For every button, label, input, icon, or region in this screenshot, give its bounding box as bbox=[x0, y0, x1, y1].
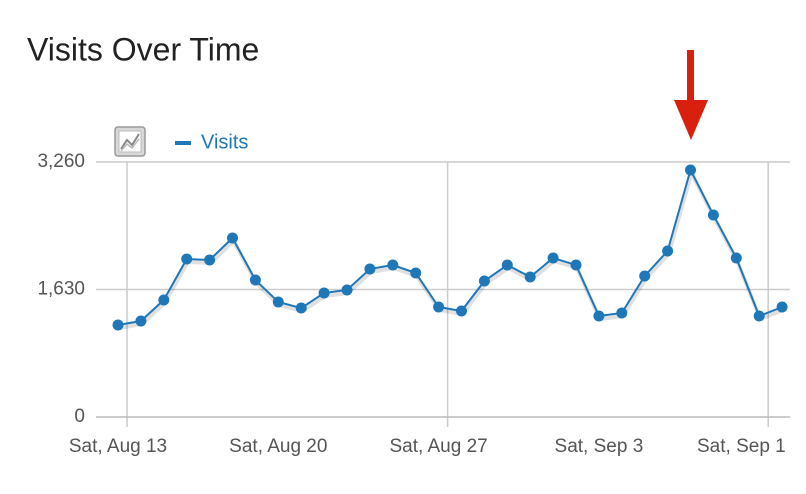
chart-type-icon[interactable] bbox=[114, 126, 146, 157]
chart-title: Visits Over Time bbox=[27, 31, 259, 67]
data-point bbox=[524, 271, 536, 283]
data-point bbox=[204, 254, 216, 266]
data-point bbox=[616, 307, 628, 319]
data-point bbox=[570, 259, 582, 271]
y-tick-label: 0 bbox=[74, 406, 85, 427]
data-point bbox=[387, 259, 399, 271]
y-tick-label: 3,260 bbox=[37, 151, 85, 172]
data-point bbox=[685, 164, 696, 176]
data-point bbox=[364, 263, 376, 275]
x-tick-label: Sat, Aug 20 bbox=[229, 436, 327, 457]
data-point bbox=[730, 252, 742, 264]
x-tick-label: Sat, Aug 27 bbox=[389, 436, 487, 457]
y-tick-label: 1,630 bbox=[37, 279, 85, 300]
x-tick-label: Sat, Sep 3 bbox=[555, 436, 644, 457]
data-point bbox=[158, 294, 170, 306]
data-point bbox=[478, 275, 490, 287]
data-point bbox=[776, 301, 788, 313]
x-tick-label: Sat, Aug 13 bbox=[69, 436, 167, 457]
data-point bbox=[112, 319, 124, 331]
data-point bbox=[707, 209, 719, 221]
data-point bbox=[272, 296, 284, 308]
line-shadow bbox=[118, 167, 784, 330]
data-point bbox=[662, 245, 674, 257]
data-point bbox=[639, 270, 651, 282]
data-point bbox=[753, 310, 765, 322]
data-point bbox=[547, 252, 559, 264]
legend-swatch bbox=[175, 141, 191, 145]
data-point bbox=[181, 253, 193, 265]
series-line bbox=[117, 167, 783, 326]
annotation-arrow bbox=[674, 50, 708, 140]
data-point bbox=[249, 274, 261, 286]
data-point bbox=[410, 267, 422, 279]
data-point bbox=[318, 287, 330, 299]
data-point bbox=[501, 259, 513, 271]
legend-label: Visits bbox=[201, 131, 248, 153]
data-point bbox=[593, 310, 605, 322]
data-point bbox=[341, 284, 353, 296]
data-point bbox=[295, 302, 307, 314]
data-point bbox=[135, 315, 147, 327]
x-tick-label: Sat, Sep 1 bbox=[697, 436, 786, 457]
data-point bbox=[227, 232, 238, 244]
data-point bbox=[433, 301, 445, 313]
data-point bbox=[456, 305, 467, 317]
